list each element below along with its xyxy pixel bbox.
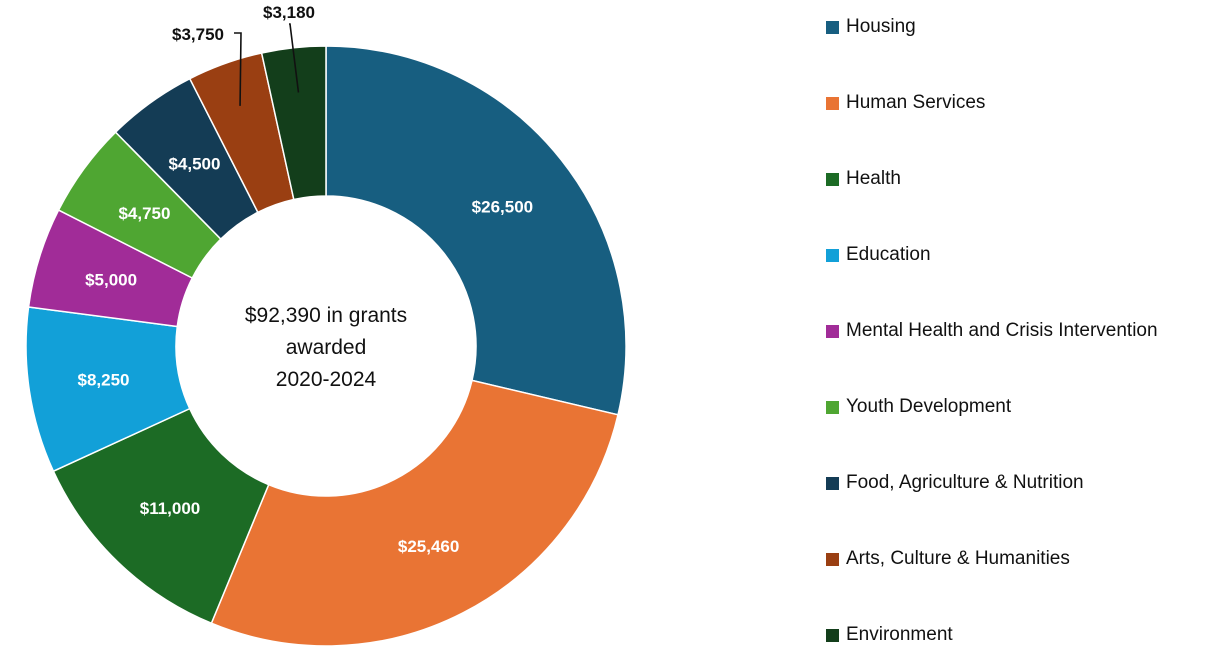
legend-swatch — [826, 400, 839, 414]
legend-label: Environment — [846, 624, 953, 645]
legend-swatch — [826, 324, 839, 338]
legend-swatch — [826, 248, 839, 262]
leader-line-environment — [289, 23, 300, 93]
legend-item-health: Health — [826, 166, 901, 192]
legend-item-housing: Housing — [826, 14, 916, 40]
slice-health — [52, 407, 270, 625]
legend-label: Food, Agriculture & Nutrition — [846, 472, 1084, 493]
data-label-mental-health-and-crisis-intervention: $5,000 — [85, 270, 137, 289]
legend-item-environment: Environment — [826, 622, 953, 648]
data-label-environment: $3,180 — [263, 3, 315, 22]
center-line-1: $92,390 in grants — [245, 304, 407, 327]
legend-item-mental-health-and-crisis-intervention: Mental Health and Crisis Intervention — [826, 318, 1158, 344]
leader-line-arts-culture-and-humanities — [234, 32, 242, 106]
slice-housing — [325, 45, 627, 416]
legend-item-arts-culture-and-humanities: Arts, Culture & Humanities — [826, 546, 1070, 572]
legend-item-education: Education — [826, 242, 931, 268]
center-line-3: 2020-2024 — [276, 368, 377, 391]
legend-swatch — [826, 552, 839, 566]
slice-environment — [260, 45, 327, 201]
legend-label: Health — [846, 168, 901, 189]
legend-label: Human Services — [846, 92, 986, 113]
legend-swatch — [826, 476, 839, 490]
legend-swatch — [826, 172, 839, 186]
legend-swatch — [826, 96, 839, 110]
data-label-food-agriculture-and-nutrition: $4,500 — [168, 154, 220, 173]
legend-item-food-agriculture-and-nutrition: Food, Agriculture & Nutrition — [826, 470, 1084, 496]
slice-human-services — [210, 379, 619, 647]
legend-item-human-services: Human Services — [826, 90, 985, 116]
data-label-human-services: $25,460 — [398, 537, 459, 556]
legend-label: Education — [846, 244, 931, 265]
center-line-2: awarded — [286, 336, 367, 359]
data-label-education: $8,250 — [78, 371, 130, 390]
data-label-health: $11,000 — [140, 499, 201, 518]
legend-swatch — [826, 628, 839, 642]
legend-label: Arts, Culture & Humanities — [846, 548, 1070, 569]
legend-swatch — [826, 20, 839, 34]
legend-label: Youth Development — [846, 396, 1012, 417]
legend-label: Housing — [846, 16, 916, 37]
data-label-youth-development: $4,750 — [118, 204, 170, 223]
data-label-housing: $26,500 — [472, 197, 533, 216]
donut-chart: $26,500 $25,460 $11,000 $8,250 $5,000 $4,750 $… — [25, 3, 627, 647]
legend-item-youth-development: Youth Development — [826, 394, 1011, 420]
legend-label: Mental Health and Crisis Intervention — [846, 320, 1158, 341]
data-label-arts-culture-and-humanities: $3,750 — [172, 25, 224, 44]
